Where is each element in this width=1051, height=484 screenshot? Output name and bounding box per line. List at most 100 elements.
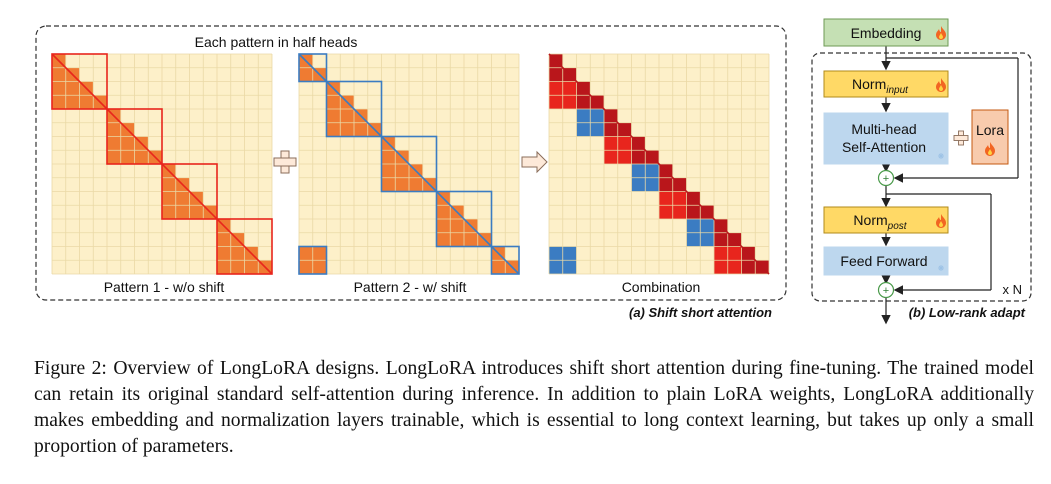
- pattern-1-grid: [51, 53, 273, 275]
- attention-cell: [549, 246, 563, 261]
- attention-cell: [450, 232, 464, 247]
- attention-cell: [549, 67, 563, 82]
- diagonal-line: [298, 53, 520, 275]
- attention-cell: [590, 122, 604, 137]
- attention-cell: [107, 150, 121, 164]
- attention-cell: [686, 232, 701, 247]
- attention-cell: [659, 205, 673, 219]
- attention-cell: [576, 122, 591, 137]
- attention-cell: [299, 260, 313, 274]
- attention-cell: [312, 260, 327, 274]
- attention-cell: [395, 164, 409, 178]
- panel-b-frame: [811, 52, 1032, 302]
- attention-cell: [700, 219, 714, 233]
- fire-icon: [985, 142, 995, 156]
- attention-cell: [381, 150, 396, 164]
- attention-cell: [714, 232, 728, 247]
- attention-cell: [576, 109, 591, 123]
- pattern-1-label: Pattern 1 - w/o shift: [104, 279, 225, 295]
- attention-cell: [52, 95, 66, 109]
- snowflake-icon: [938, 153, 944, 159]
- attention-cell: [230, 260, 245, 274]
- fire-icon: [936, 214, 946, 228]
- diagonal-line: [548, 53, 770, 275]
- fire-icon: [936, 26, 946, 40]
- attention-cell: [381, 164, 396, 178]
- attention-cell: [491, 260, 506, 274]
- attention-cell: [52, 81, 66, 96]
- attention-cell: [217, 246, 231, 261]
- norm-input-label: Norminput: [852, 76, 909, 96]
- block-outline: [161, 163, 218, 220]
- snowflake-icon: [938, 265, 944, 271]
- norm-input-box: [823, 70, 949, 98]
- attention-cell: [672, 191, 687, 206]
- attention-cell: [714, 260, 728, 274]
- attention-cell: [162, 191, 176, 206]
- diagonal-line: [51, 53, 273, 275]
- attention-cell: [299, 246, 313, 261]
- residual-add-node-2: [877, 281, 895, 299]
- attention-cell: [79, 95, 94, 109]
- attention-cell: [230, 246, 245, 261]
- combination-grid: [548, 53, 770, 275]
- attention-cell: [340, 122, 354, 137]
- attention-label-line1: Multi-head: [851, 121, 916, 137]
- arrow-operator-icon: [521, 150, 548, 174]
- attention-cell: [562, 246, 577, 261]
- attention-cell: [631, 150, 646, 164]
- figure-caption: Figure 2: Overview of LongLoRA designs. …: [34, 358, 1034, 457]
- attention-cell: [714, 246, 728, 261]
- attention-cell: [175, 191, 190, 206]
- attention-cell: [395, 177, 409, 192]
- attention-cell: [217, 232, 231, 247]
- lora-plus-icon: [953, 130, 969, 146]
- attention-cell: [590, 109, 604, 123]
- attention-cell: [604, 150, 618, 164]
- attention-cell: [450, 219, 464, 233]
- attention-cell: [436, 232, 451, 247]
- block-outline: [298, 53, 328, 83]
- attention-cell: [52, 67, 66, 82]
- attention-cell: [549, 260, 563, 274]
- pattern-2-grid: [298, 53, 520, 275]
- attention-cell: [549, 95, 563, 109]
- residual-add-symbol-1: +: [883, 173, 889, 185]
- panel-b-connectors: [881, 46, 1019, 325]
- attention-cell: [120, 150, 135, 164]
- attention-cell: [686, 219, 701, 233]
- block-outline: [106, 108, 163, 165]
- attention-cell: [134, 150, 149, 164]
- attention-cell: [576, 95, 591, 109]
- attention-cell: [659, 177, 673, 192]
- block-outline: [51, 53, 108, 110]
- attention-cell: [631, 164, 646, 178]
- attention-cell: [244, 260, 259, 274]
- attention-cell: [549, 81, 563, 96]
- attention-cell: [617, 136, 632, 151]
- pattern-2-label: Pattern 2 - w/ shift: [354, 279, 467, 295]
- attention-cell: [381, 177, 396, 192]
- attention-cell: [436, 205, 451, 219]
- attention-cell: [340, 109, 354, 123]
- embedding-box: [823, 18, 949, 47]
- attention-cell: [659, 191, 673, 206]
- residual-add-node-1: [877, 169, 895, 187]
- attention-cell: [162, 205, 176, 219]
- attention-cell: [120, 136, 135, 151]
- lora-label: Lora: [976, 122, 1004, 138]
- attention-cell: [562, 81, 577, 96]
- attention-cell: [189, 205, 204, 219]
- panel-a-caption: (a) Shift short attention: [629, 305, 772, 320]
- attention-cell: [741, 260, 756, 274]
- repeat-label: x N: [1003, 282, 1023, 297]
- residual-add-symbol-2: +: [883, 285, 889, 297]
- panel-a-frame: [35, 25, 787, 301]
- attention-label-line2: Self-Attention: [842, 139, 926, 155]
- pattern-heading: Each pattern in half heads: [195, 34, 358, 50]
- attention-cell: [464, 232, 478, 247]
- attention-cell: [65, 81, 80, 96]
- attention-cell: [354, 122, 368, 137]
- norm-input-subscript: input: [886, 85, 909, 96]
- panel-b-caption: (b) Low-rank adapt: [909, 305, 1026, 320]
